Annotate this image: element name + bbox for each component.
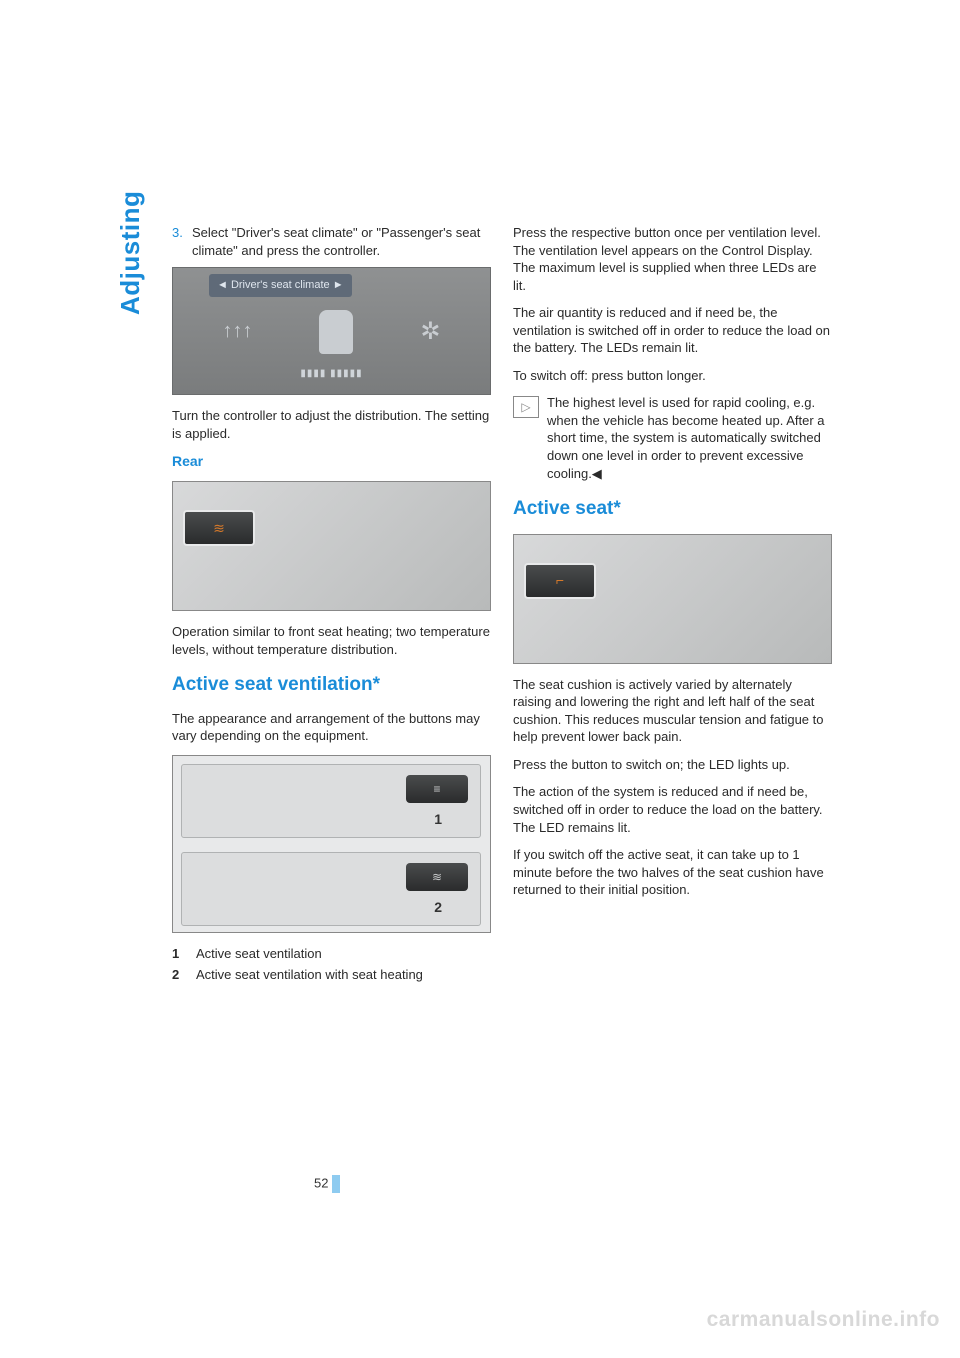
button-row-1: ≡ 1 (181, 764, 481, 838)
paragraph: The seat cushion is actively varied by a… (513, 676, 832, 746)
heading-rear: Rear (172, 452, 491, 471)
screen-header: ◄ Driver's seat climate ► (209, 274, 352, 297)
step-text: Select "Driver's seat climate" or "Passe… (192, 224, 491, 259)
note-icon: ▷ (513, 396, 539, 418)
page-number-text: 52 (314, 1175, 328, 1190)
callout-2: 2 (434, 898, 442, 917)
screen-body: ↑↑↑ ✲ (179, 297, 484, 367)
page-number-marker (332, 1175, 340, 1193)
screen-slider: ▮▮▮▮ ▮▮▮▮▮ (179, 367, 484, 385)
vent-heat-button-icon: ≋ (406, 863, 468, 891)
paragraph: To switch off: press button longer. (513, 367, 832, 385)
paragraph: Operation similar to front seat heating;… (172, 623, 491, 658)
legend-number: 1 (172, 945, 196, 963)
legend-text: Active seat ventilation (196, 945, 322, 963)
left-column: 3. Select "Driver's seat climate" or "Pa… (172, 224, 491, 988)
right-column: Press the respective button once per ven… (513, 224, 832, 988)
legend-row: 1 Active seat ventilation (172, 945, 491, 963)
page-number: 52 (314, 1175, 340, 1193)
paragraph: If you switch off the active seat, it ca… (513, 846, 832, 899)
figure-rear-console: ≋ (172, 481, 491, 611)
callout-1: 1 (434, 810, 442, 829)
step-3: 3. Select "Driver's seat climate" or "Pa… (172, 224, 491, 259)
vent-button-icon: ≡ (406, 775, 468, 803)
heat-arrows-icon: ↑↑↑ (222, 318, 252, 345)
paragraph: The action of the system is reduced and … (513, 783, 832, 836)
button-row-2: ≋ 2 (181, 852, 481, 926)
heading-active-seat: Active seat* (513, 496, 832, 522)
rear-button-inset: ≋ (183, 510, 255, 546)
note-block: ▷ The highest level is used for rapid co… (513, 394, 832, 482)
legend-text: Active seat ventilation with seat heatin… (196, 966, 423, 984)
side-section-label: Adjusting (115, 191, 146, 315)
legend-number: 2 (172, 966, 196, 984)
paragraph: Press the respective button once per ven… (513, 224, 832, 294)
active-seat-button-inset: ⌐ (524, 563, 596, 599)
screen-header-text: Driver's seat climate (231, 279, 330, 291)
paragraph: The air quantity is reduced and if need … (513, 304, 832, 357)
figure-ventilation-buttons: ≡ 1 ≋ 2 (172, 755, 491, 933)
paragraph: Press the button to switch on; the LED l… (513, 756, 832, 774)
paragraph: Turn the controller to adjust the distri… (172, 407, 491, 442)
heading-active-seat-ventilation: Active seat ventilation* (172, 672, 491, 698)
seat-icon (319, 310, 353, 354)
watermark: carmanualsonline.info (707, 1308, 940, 1332)
note-text: The highest level is used for rapid cool… (547, 394, 832, 482)
paragraph: The appearance and arrangement of the bu… (172, 710, 491, 745)
step-number: 3. (172, 224, 192, 259)
fan-icon: ✲ (420, 316, 440, 348)
figure-active-seat: ⌐ (513, 534, 832, 664)
legend-row: 2 Active seat ventilation with seat heat… (172, 966, 491, 984)
page-content: 3. Select "Driver's seat climate" or "Pa… (172, 224, 832, 988)
figure-idrive-screen: ◄ Driver's seat climate ► ↑↑↑ ✲ ▮▮▮▮ ▮▮▮… (172, 267, 491, 395)
